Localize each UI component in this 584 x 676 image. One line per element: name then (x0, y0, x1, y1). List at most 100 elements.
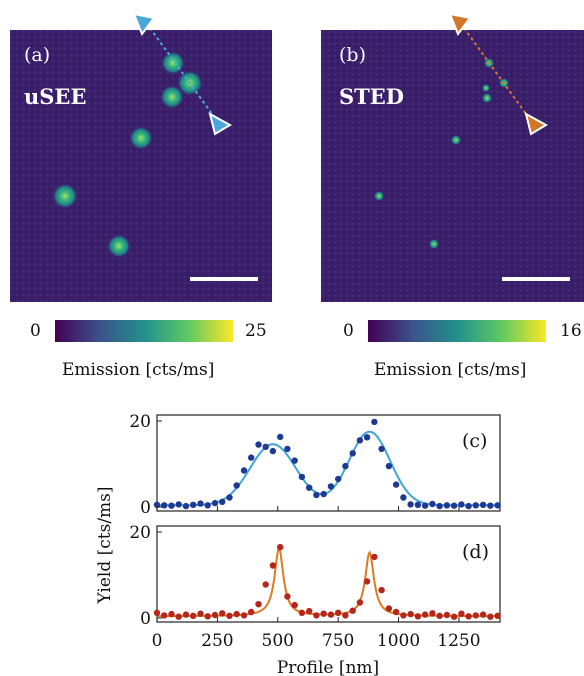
usee-background (10, 30, 272, 302)
data-point (211, 499, 219, 507)
data-point (421, 611, 429, 618)
data-point (255, 441, 262, 448)
data-point (255, 601, 262, 608)
x-tick-label: 1000 (377, 631, 420, 651)
data-point (306, 607, 313, 615)
data-point (284, 445, 291, 453)
data-point (349, 607, 356, 614)
panel-tag: (a) (24, 44, 50, 66)
data-point (233, 482, 240, 489)
data-point (182, 502, 190, 510)
profile-line (150, 30, 216, 119)
emitter-spot (482, 93, 492, 103)
fit-curve (157, 430, 500, 507)
plot-frame (156, 525, 501, 623)
data-point (291, 601, 298, 609)
emitter-spot (52, 183, 78, 209)
data-point (407, 610, 414, 618)
data-point (233, 610, 240, 618)
data-point (392, 481, 400, 488)
x-tick-label: 250 (201, 631, 233, 651)
data-point (450, 502, 458, 509)
data-point (298, 473, 306, 481)
panel-tag: (c) (462, 430, 487, 452)
data-point (429, 610, 436, 617)
data-point (392, 608, 400, 616)
data-point (240, 467, 248, 474)
colorbar-sted (368, 320, 546, 342)
data-point (153, 501, 161, 508)
data-point (400, 494, 407, 501)
data-point (320, 490, 327, 498)
data-point (269, 447, 277, 455)
y-tick-label: 20 (129, 523, 151, 543)
data-point (443, 502, 451, 509)
x-tick-label: 500 (262, 631, 294, 651)
emitter-spot (374, 191, 384, 201)
data-point (335, 475, 342, 483)
profile-start-marker (448, 12, 472, 37)
data-point (378, 445, 385, 453)
colorbar-max: 16 (560, 321, 582, 341)
y-tick-label: 0 (140, 609, 151, 629)
data-point (248, 608, 255, 616)
colorbar-label: Emission [cts/ms] (62, 360, 215, 380)
data-point (182, 611, 190, 618)
y-tick-label: 20 (129, 412, 151, 432)
data-point (487, 613, 494, 620)
emitter-spot (482, 84, 490, 92)
data-point (219, 610, 226, 617)
data-point (487, 502, 494, 509)
data-point (226, 612, 233, 619)
colorbar-max: 25 (245, 321, 267, 341)
x-tick-label: 1250 (437, 631, 480, 651)
data-point (175, 501, 182, 508)
data-point (204, 502, 211, 509)
emitter-spot (429, 239, 439, 249)
data-point (269, 562, 277, 569)
data-point (190, 612, 197, 619)
x-tick-label: 750 (322, 631, 354, 651)
data-point (342, 462, 349, 470)
x-tick-label: 0 (152, 631, 163, 651)
scale-bar (502, 277, 570, 281)
data-point (211, 611, 219, 619)
data-point (197, 500, 204, 507)
profile-end-marker (524, 112, 549, 136)
x-axis-label: Profile [nm] (277, 658, 379, 676)
emitter-spot (160, 85, 184, 109)
data-point (458, 610, 465, 617)
colorbar-label: Emission [cts/ms] (374, 360, 527, 380)
data-point (320, 610, 327, 617)
data-point (190, 501, 197, 508)
data-point (356, 599, 364, 606)
data-point (400, 612, 407, 619)
colorbar-min: 0 (30, 321, 41, 341)
data-point (175, 613, 182, 620)
data-point (363, 578, 371, 585)
data-point (226, 494, 233, 501)
data-point (204, 613, 211, 620)
data-point (262, 443, 269, 450)
data-point (349, 450, 356, 457)
data-point (277, 433, 284, 441)
panel-tag: (d) (462, 541, 489, 563)
data-point (443, 611, 451, 619)
emitter-spot (107, 234, 131, 258)
data-point (313, 491, 320, 499)
scale-bar (190, 277, 258, 281)
data-point (494, 502, 501, 509)
data-point (161, 502, 168, 509)
usee-image-panel: (a) uSEE (10, 30, 272, 302)
profile-start-marker (132, 12, 156, 37)
data-point (327, 483, 335, 490)
data-point (371, 553, 378, 561)
sted-background (321, 30, 584, 302)
sted-image-panel: (b) STED (321, 30, 584, 302)
data-point (197, 610, 204, 617)
data-point (378, 586, 385, 594)
panel-tag: (b) (339, 44, 366, 66)
data-point (240, 612, 248, 619)
colorbar-min: 0 (343, 321, 354, 341)
data-point (465, 502, 472, 510)
